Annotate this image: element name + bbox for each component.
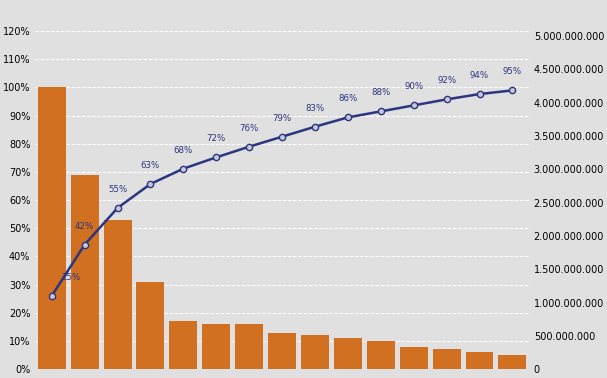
Text: 83%: 83% (305, 104, 325, 113)
Text: 42%: 42% (75, 222, 94, 231)
Text: 68%: 68% (174, 146, 193, 155)
Text: 55%: 55% (108, 185, 127, 194)
Bar (70, 175, 98, 369)
Bar (169, 321, 197, 369)
Text: 79%: 79% (273, 114, 291, 123)
Text: 95%: 95% (503, 67, 522, 76)
Bar (466, 352, 493, 369)
Bar (367, 341, 395, 369)
Text: 92%: 92% (437, 76, 456, 85)
Bar (334, 338, 362, 369)
Text: 88%: 88% (371, 88, 390, 98)
Bar (433, 350, 461, 369)
Bar (104, 220, 132, 369)
Bar (38, 87, 66, 369)
Bar (268, 333, 296, 369)
Text: 90%: 90% (404, 82, 423, 91)
Text: 86%: 86% (338, 94, 358, 104)
Text: 25%: 25% (61, 273, 81, 282)
Bar (498, 355, 526, 369)
Bar (137, 282, 164, 369)
Bar (235, 324, 263, 369)
Text: 72%: 72% (206, 135, 226, 143)
Text: 76%: 76% (240, 124, 259, 133)
Bar (301, 335, 329, 369)
Bar (399, 347, 428, 369)
Text: 94%: 94% (470, 71, 489, 80)
Text: 63%: 63% (141, 161, 160, 170)
Bar (202, 324, 230, 369)
